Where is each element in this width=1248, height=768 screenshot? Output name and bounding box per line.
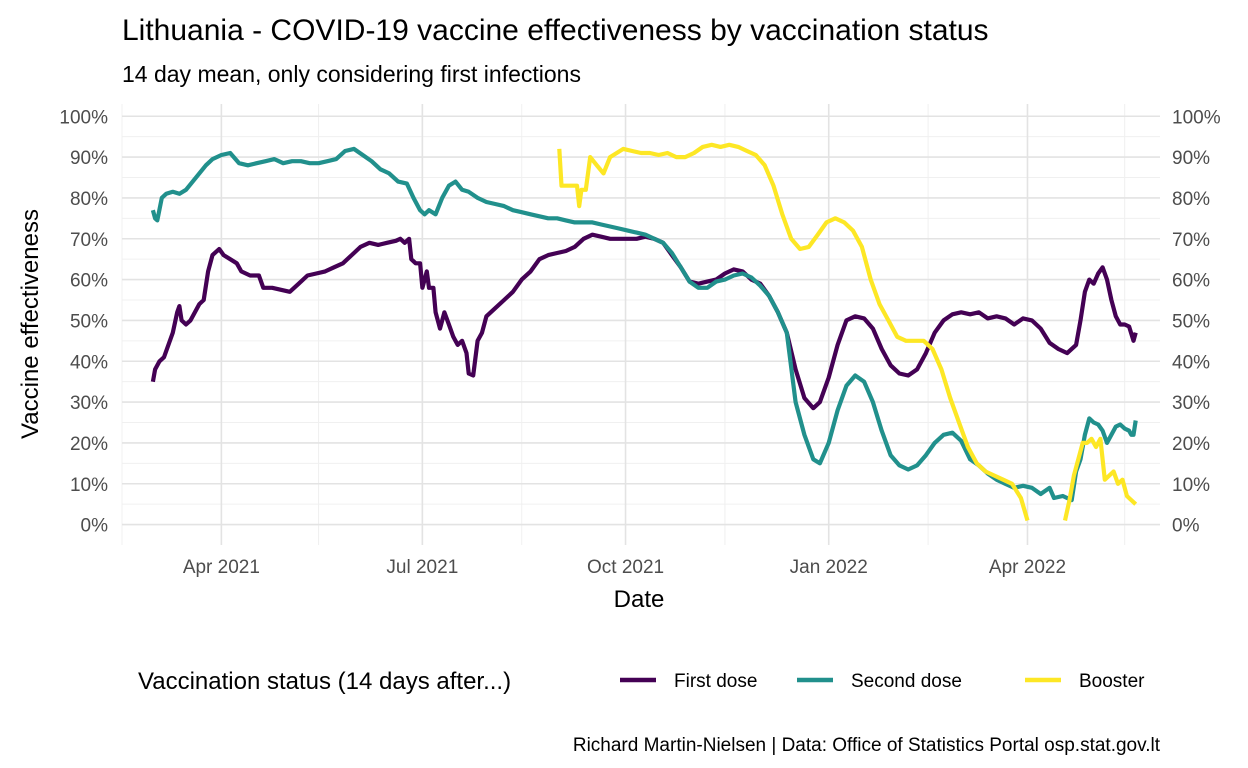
y-tick-label-right: 70% (1172, 230, 1210, 251)
y-tick-label-right: 100% (1172, 107, 1221, 128)
y-tick-label-left: 40% (70, 352, 108, 373)
legend-label-booster: Booster (1079, 671, 1145, 692)
y-tick-label-right: 20% (1172, 434, 1210, 455)
series-line-booster (557, 142, 1030, 522)
x-tick-label: Apr 2022 (989, 557, 1066, 578)
legend-title: Vaccination status (14 days after...) (138, 668, 511, 695)
y-tick-label-left: 30% (70, 393, 108, 414)
chart-subtitle: 14 day mean, only considering first infe… (122, 61, 581, 87)
y-tick-label-left: 50% (70, 311, 108, 332)
x-tick-label: Apr 2021 (183, 557, 260, 578)
series-line-first-dose (150, 232, 1138, 411)
y-tick-label-left: 0% (81, 516, 109, 537)
y-tick-label-right: 50% (1172, 311, 1210, 332)
x-tick-label: Jan 2022 (790, 557, 868, 578)
x-axis-title: Date (614, 586, 665, 613)
y-tick-label-left: 70% (70, 230, 108, 251)
y-tick-label-right: 0% (1172, 516, 1200, 537)
chart-title: Lithuania - COVID-19 vaccine effectivene… (122, 14, 989, 47)
y-tick-label-right: 80% (1172, 189, 1210, 210)
y-axis-right-ticks: 0% 10% 20% 30% 40% 50% 60% 70% 80% 90% 100% (1172, 107, 1221, 536)
y-tick-label-right: 60% (1172, 271, 1210, 292)
y-tick-label-left: 10% (70, 475, 108, 496)
legend-label-second-dose: Second dose (851, 671, 962, 692)
x-axis-ticks: Apr 2021 Jul 2021 Oct 2021 Jan 2022 Apr 2022 (183, 557, 1066, 578)
y-tick-label-left: 80% (70, 189, 108, 210)
gridlines (121, 104, 1160, 545)
legend-label-first-dose: First dose (674, 671, 757, 692)
y-tick-label-right: 90% (1172, 148, 1210, 169)
y-axis-title: Vaccine effectiveness (17, 209, 44, 439)
y-tick-label-right: 10% (1172, 475, 1210, 496)
y-tick-label-left: 20% (70, 434, 108, 455)
series-line-second-dose (150, 146, 1138, 503)
y-tick-label-right: 40% (1172, 352, 1210, 373)
y-tick-label-left: 90% (70, 148, 108, 169)
y-tick-label-right: 30% (1172, 393, 1210, 414)
legend-items: First dose Second dose Booster (620, 671, 1145, 692)
y-tick-label-left: 100% (59, 107, 108, 128)
series-line-booster (1062, 436, 1138, 521)
legend: Vaccination status (14 days after...) Fi… (138, 668, 1145, 695)
series-lines (150, 142, 1138, 522)
chart-caption: Richard Martin-Nielsen | Data: Office of… (573, 735, 1161, 756)
x-tick-label: Oct 2021 (587, 557, 664, 578)
y-tick-label-left: 60% (70, 271, 108, 292)
y-axis-left-ticks: 0% 10% 20% 30% 40% 50% 60% 70% 80% 90% 100% (59, 107, 108, 536)
x-tick-label: Jul 2021 (386, 557, 458, 578)
